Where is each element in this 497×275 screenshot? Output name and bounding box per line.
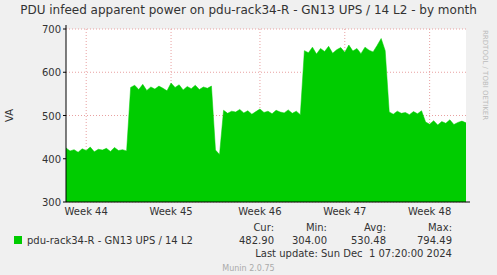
y-grid-line xyxy=(66,29,466,30)
stat-value: 482.90 xyxy=(239,235,274,246)
data-group xyxy=(66,39,466,202)
stat-header: Avg: xyxy=(364,222,386,233)
y-tick-label: 300 xyxy=(42,197,61,208)
last-update: Last update: Sun Dec 1 07:20:00 2024 xyxy=(255,248,452,259)
stat-value: 304.00 xyxy=(292,235,327,246)
y-tick-label: 600 xyxy=(42,67,61,78)
x-tick-label: Week 45 xyxy=(149,206,192,217)
legend-swatch xyxy=(14,236,22,244)
x-tick-label: Week 48 xyxy=(408,206,451,217)
plot-area xyxy=(66,29,466,202)
y-tick-label: 400 xyxy=(42,154,61,165)
y-axis-label: VA xyxy=(4,109,15,122)
watermark: RRDTOOL / TOBI OETIKER xyxy=(481,30,489,120)
title: PDU infeed apparent power on pdu-rack34-… xyxy=(20,3,477,17)
footer: Munin 2.0.75 xyxy=(222,264,274,273)
stat-value: 794.49 xyxy=(417,235,452,246)
x-tick-label: Week 47 xyxy=(323,206,366,217)
stat-value: 530.48 xyxy=(351,235,386,246)
stat-header: Cur: xyxy=(253,222,274,233)
legend-label: pdu-rack34-R - GN13 UPS / 14 L2 xyxy=(27,235,193,246)
y-tick-label: 700 xyxy=(42,24,61,35)
background xyxy=(0,0,497,275)
x-axis xyxy=(66,202,470,203)
y-axis xyxy=(66,25,67,202)
stat-header: Max: xyxy=(428,222,452,233)
stat-header: Min: xyxy=(306,222,327,233)
area xyxy=(66,39,466,202)
chart: PDU infeed apparent power on pdu-rack34-… xyxy=(0,0,497,275)
y-grid-line xyxy=(66,72,466,73)
x-tick-label: Week 46 xyxy=(238,206,281,217)
x-tick-label: Week 44 xyxy=(65,206,108,217)
y-tick-label: 500 xyxy=(42,111,61,122)
